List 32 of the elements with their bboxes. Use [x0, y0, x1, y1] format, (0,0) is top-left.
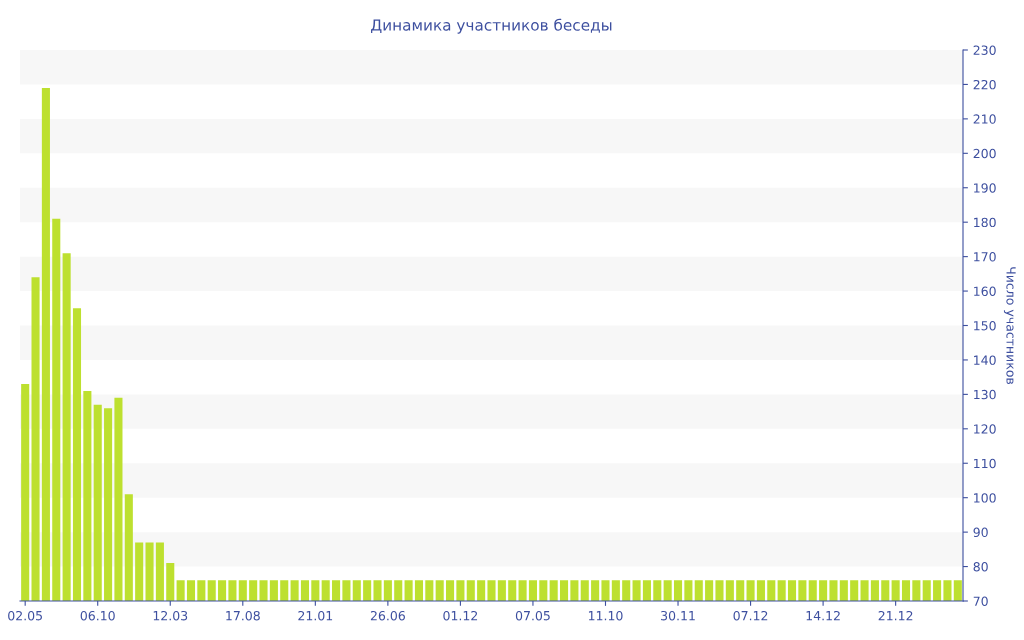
y-tick-label: 90 — [973, 527, 988, 538]
x-tick-label: 12.03 — [153, 610, 188, 621]
y-tick-label: 190 — [974, 183, 996, 193]
chart-title: Динамика участников беседы — [371, 18, 612, 34]
y-tick-label: 210 — [973, 114, 996, 124]
x-tick-label: 01.12 — [443, 610, 478, 621]
x-tick-label: 17.08 — [226, 610, 260, 621]
x-tick-label: 02.05 — [8, 610, 42, 621]
x-tick-label: 07.05 — [515, 610, 550, 621]
y-tick-label: 180 — [974, 217, 996, 228]
x-tick-label: 11.10 — [588, 610, 623, 621]
y-tick-label: 110 — [974, 458, 996, 469]
x-tick-label: 14.12 — [806, 610, 840, 621]
y-tick-label: 70 — [973, 596, 988, 606]
y-tick-label: 80 — [973, 562, 988, 572]
y-tick-label: 200 — [973, 148, 996, 159]
y-tick-label: 230 — [973, 45, 996, 55]
y-tick-label: 170 — [974, 252, 996, 262]
x-tick-label: 07.12 — [733, 610, 768, 621]
y-tick-label: 100 — [974, 493, 996, 503]
x-tick-label: 21.01 — [298, 610, 333, 621]
x-tick-label: 21.12 — [878, 610, 913, 621]
y-tick-label: 220 — [973, 79, 996, 90]
y-axis-title: Число участников — [1003, 267, 1016, 385]
y-tick-label: 160 — [974, 286, 996, 296]
y-tick-label: 150 — [974, 320, 996, 331]
x-tick-label: 06.10 — [80, 610, 115, 621]
y-tick-label: 120 — [974, 424, 996, 434]
y-tick-label: 130 — [974, 389, 996, 400]
y-tick-label: 140 — [974, 355, 996, 365]
x-tick-label: 26.06 — [370, 610, 405, 621]
x-tick-label: 30.11 — [661, 610, 695, 621]
